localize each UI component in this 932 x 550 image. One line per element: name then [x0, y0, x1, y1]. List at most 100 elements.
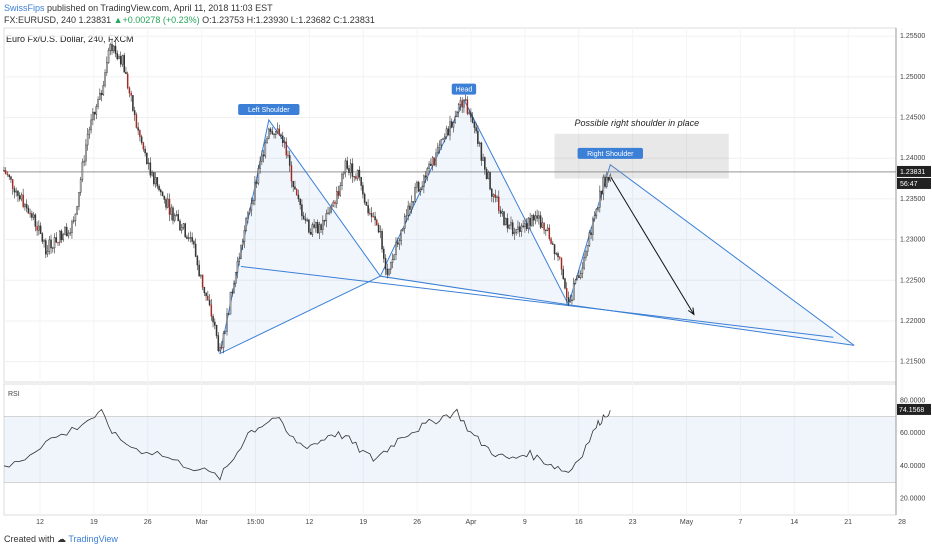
candle-body — [492, 194, 495, 197]
candle-body — [450, 121, 453, 128]
candle-body — [581, 267, 584, 274]
rsi-layer: RSI — [3, 391, 896, 483]
candle-body — [428, 163, 430, 169]
countdown-label: 56:47 — [900, 181, 918, 188]
candle-body — [599, 190, 601, 208]
candle-body — [351, 163, 354, 177]
candle-body — [292, 181, 294, 187]
candle-body — [217, 335, 220, 351]
candle-body — [356, 169, 359, 179]
candle-body — [503, 211, 505, 226]
candle-body — [419, 189, 422, 192]
candle-body — [412, 201, 415, 203]
candle-body — [214, 321, 216, 326]
low-value: L:1.23682 — [290, 15, 331, 25]
candle-body — [536, 215, 538, 219]
candle-body — [273, 133, 275, 135]
tradingview-link[interactable]: TradingView — [68, 534, 118, 544]
candle-body — [31, 213, 33, 218]
candle-body — [76, 206, 78, 215]
neckline — [240, 265, 834, 338]
candle-body — [504, 218, 507, 226]
candle-body — [294, 186, 296, 190]
candle-body — [191, 237, 193, 242]
last-price: 1.23831 — [78, 15, 112, 25]
candle-body — [569, 299, 571, 302]
candle-body — [116, 53, 119, 60]
candle-body — [395, 242, 397, 255]
candle-body — [510, 222, 512, 226]
candle-body — [318, 224, 321, 234]
candle-body — [442, 138, 444, 140]
candle-body — [165, 199, 167, 208]
candle-body — [565, 287, 568, 298]
candle-body — [233, 283, 235, 294]
candle-body — [17, 190, 19, 196]
candle-body — [24, 204, 26, 207]
candle-body — [498, 196, 500, 211]
author-name[interactable]: SwissFips — [4, 3, 45, 13]
candle-body — [252, 200, 254, 204]
candle-body — [245, 217, 247, 231]
candle-body — [389, 262, 392, 270]
candle-body — [379, 231, 382, 233]
time-tick-label: 9 — [523, 519, 527, 526]
candle-body — [238, 258, 240, 262]
candle-body — [106, 62, 108, 73]
candle-body — [200, 274, 202, 277]
candle-body — [508, 224, 511, 229]
candle-body — [53, 237, 56, 249]
candle-body — [144, 148, 146, 154]
candle-body — [222, 333, 225, 348]
candle-body — [323, 220, 326, 222]
candle-body — [22, 194, 24, 207]
candle-body — [266, 138, 268, 143]
candle-body — [27, 207, 30, 214]
candle-body — [119, 56, 122, 65]
candle-body — [219, 347, 221, 351]
time-tick-label: 19 — [90, 519, 98, 526]
candle-body — [346, 160, 348, 169]
countdown-tag — [897, 177, 931, 189]
close-value: C:1.23831 — [333, 15, 375, 25]
candle-body — [83, 160, 85, 163]
time-tick-label: Mar — [196, 519, 209, 526]
candle-body — [358, 169, 361, 178]
candle-body — [48, 239, 51, 252]
candle-body — [424, 175, 427, 178]
candle-body — [456, 111, 458, 118]
time-tick-label: 23 — [629, 519, 637, 526]
candle-body — [36, 226, 38, 231]
price-tick-label: 1.24500 — [900, 115, 925, 122]
open-value: O:1.23753 — [202, 15, 245, 25]
candle-body — [452, 122, 455, 128]
right-shoulder-label-bg — [577, 147, 643, 159]
candle-body — [280, 134, 282, 137]
candle-body — [560, 257, 563, 270]
candle-body — [111, 44, 113, 52]
candle-body — [606, 176, 608, 187]
tradingview-logo-icon: ☁ — [57, 534, 67, 544]
candle-body — [407, 205, 409, 216]
candle-body — [342, 171, 345, 175]
candle-body — [125, 72, 127, 75]
candle-body — [227, 313, 230, 315]
candle-body — [72, 220, 75, 222]
candle-body — [437, 147, 439, 154]
candle-body — [592, 218, 594, 235]
candle-body — [90, 119, 92, 131]
candle-body — [93, 111, 96, 115]
candle-body — [254, 182, 256, 201]
candle-body — [287, 154, 289, 157]
candle-body — [499, 210, 502, 214]
candle-body — [489, 172, 491, 190]
price-change: +0.00278 (+0.23%) — [122, 15, 200, 25]
candle-body — [597, 207, 599, 210]
candle-body — [71, 221, 73, 234]
candle-body — [109, 44, 112, 51]
candle-body — [130, 92, 132, 96]
candle-body — [201, 274, 204, 288]
candle-body — [210, 304, 213, 317]
candle-body — [311, 224, 314, 235]
